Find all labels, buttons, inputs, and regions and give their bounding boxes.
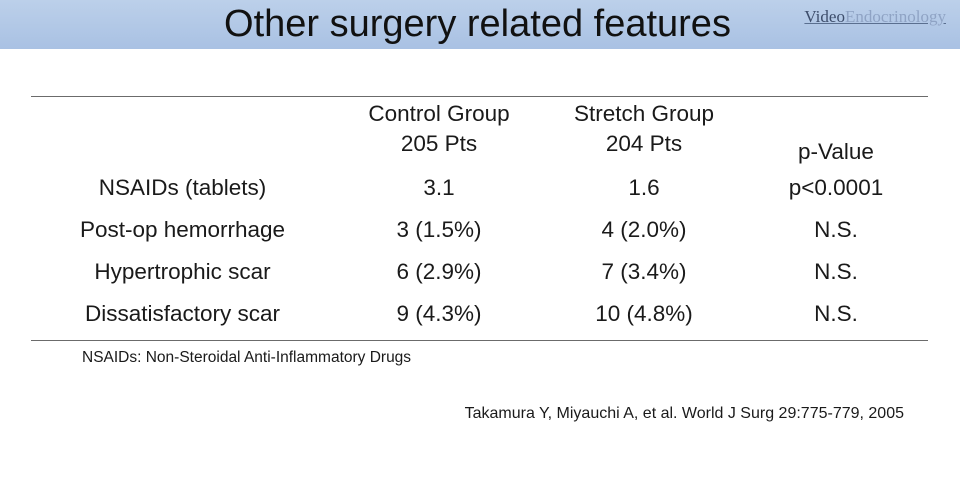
control-value: 3 (1.5%) (396, 217, 482, 242)
stretch-value: 10 (4.8%) (595, 301, 693, 326)
header-stretch-label: Stretch Group (573, 101, 715, 126)
brand-logo-part1: Video (804, 7, 845, 26)
p-value: p<0.0001 (788, 175, 884, 200)
p-value: N.S. (814, 259, 858, 284)
row-label: Hypertrophic scar (94, 259, 271, 284)
results-table: Control Group 205 Pts Stretch Group 204 … (31, 99, 928, 335)
table-top-rule (31, 96, 928, 97)
p-value: N.S. (814, 301, 858, 326)
control-value: 3.1 (423, 175, 455, 200)
header-control-label: Control Group (368, 101, 510, 126)
table-header-row: Control Group 205 Pts Stretch Group 204 … (31, 99, 928, 167)
brand-logo: VideoEndocrinology (804, 7, 946, 27)
header-p-value-label: p-Value (798, 139, 874, 164)
header-control-count: 205 Pts (400, 131, 478, 156)
row-label: NSAIDs (tablets) (98, 175, 267, 200)
citation: Takamura Y, Miyauchi A, et al. World J S… (464, 405, 904, 422)
header-feature (31, 99, 334, 167)
table-row: Post-op hemorrhage 3 (1.5%) 4 (2.0%) N.S… (31, 209, 928, 251)
header-stretch-count: 204 Pts (605, 131, 683, 156)
header-stretch-group: Stretch Group 204 Pts (544, 99, 744, 167)
table-row: NSAIDs (tablets) 3.1 1.6 p<0.0001 (31, 167, 928, 209)
p-value: N.S. (814, 217, 858, 242)
table-row: Dissatisfactory scar 9 (4.3%) 10 (4.8%) … (31, 293, 928, 335)
header-p-value: p-Value (744, 99, 928, 167)
table-bottom-rule (31, 340, 928, 341)
stretch-value: 7 (3.4%) (601, 259, 687, 284)
row-label: Dissatisfactory scar (84, 301, 281, 326)
row-label: Post-op hemorrhage (79, 217, 286, 242)
control-value: 9 (4.3%) (396, 301, 482, 326)
stretch-value: 4 (2.0%) (601, 217, 687, 242)
stretch-value: 1.6 (628, 175, 660, 200)
footnote: NSAIDs: Non-Steroidal Anti-Inflammatory … (82, 349, 412, 366)
title-bar: Other surgery related features VideoEndo… (0, 0, 960, 49)
brand-logo-part2: Endocrinology (844, 7, 946, 26)
table-row: Hypertrophic scar 6 (2.9%) 7 (3.4%) N.S. (31, 251, 928, 293)
header-control-group: Control Group 205 Pts (334, 99, 544, 167)
slide-title: Other surgery related features (224, 3, 731, 45)
control-value: 6 (2.9%) (396, 259, 482, 284)
